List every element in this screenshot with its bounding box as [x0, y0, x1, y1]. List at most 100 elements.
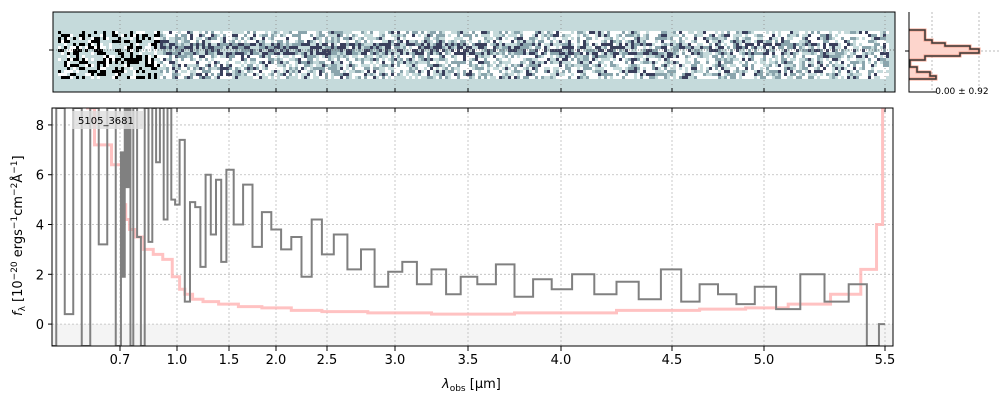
2d-pixel [364, 40, 367, 43]
2d-pixel [346, 52, 349, 55]
2d-pixel [445, 58, 448, 61]
y-tick-label: 6 [36, 169, 44, 184]
2d-pixel [151, 34, 154, 37]
2d-pixel [223, 76, 226, 79]
2d-pixel [445, 34, 448, 37]
2d-pixel [574, 58, 577, 61]
2d-pixel [235, 31, 238, 34]
2d-pixel [700, 55, 703, 58]
2d-pixel [400, 67, 403, 70]
2d-pixel [253, 46, 256, 49]
2d-pixel [310, 61, 313, 64]
2d-pixel [487, 43, 490, 46]
2d-pixel [823, 34, 826, 37]
2d-pixel [859, 64, 862, 67]
2d-pixel [634, 52, 637, 55]
2d-pixel [844, 52, 847, 55]
2d-pixel [421, 31, 424, 34]
2d-pixel [814, 37, 817, 40]
2d-pixel [58, 43, 61, 46]
2d-pixel [733, 46, 736, 49]
2d-pixel [88, 76, 91, 79]
2d-pixel [610, 52, 613, 55]
2d-pixel [568, 43, 571, 46]
2d-pixel [709, 43, 712, 46]
2d-pixel [397, 52, 400, 55]
2d-pixel [325, 40, 328, 43]
2d-pixel [217, 64, 220, 67]
2d-pixel [349, 52, 352, 55]
2d-pixel [181, 73, 184, 76]
2d-pixel [514, 76, 517, 79]
2d-pixel [361, 73, 364, 76]
2d-pixel [685, 58, 688, 61]
2d-pixel [793, 46, 796, 49]
2d-pixel [433, 61, 436, 64]
2d-pixel [634, 46, 637, 49]
2d-pixel [106, 46, 109, 49]
2d-pixel [820, 31, 823, 34]
2d-pixel [652, 52, 655, 55]
2d-pixel [772, 64, 775, 67]
2d-pixel [739, 67, 742, 70]
2d-pixel [217, 67, 220, 70]
2d-pixel [544, 46, 547, 49]
2d-pixel [220, 43, 223, 46]
2d-pixel [778, 43, 781, 46]
2d-pixel [73, 31, 76, 34]
2d-pixel [781, 73, 784, 76]
2d-pixel [760, 34, 763, 37]
2d-pixel [562, 67, 565, 70]
2d-pixel [64, 43, 67, 46]
2d-pixel [154, 40, 157, 43]
2d-pixel [502, 43, 505, 46]
2d-pixel [883, 64, 886, 67]
2d-pixel [625, 34, 628, 37]
2d-pixel [784, 46, 787, 49]
2d-pixel [544, 58, 547, 61]
2d-pixel [841, 70, 844, 73]
2d-pixel [127, 55, 130, 58]
2d-pixel [706, 52, 709, 55]
2d-pixel [652, 73, 655, 76]
2d-pixel [181, 52, 184, 55]
2d-pixel [460, 58, 463, 61]
2d-pixel [829, 76, 832, 79]
2d-pixel [604, 52, 607, 55]
2d-pixel [88, 70, 91, 73]
2d-pixel [835, 37, 838, 40]
2d-pixel [301, 55, 304, 58]
2d-pixel [886, 46, 889, 49]
2d-pixel [877, 31, 880, 34]
2d-pixel [463, 67, 466, 70]
2d-pixel [157, 64, 160, 67]
2d-pixel [793, 67, 796, 70]
2d-pixel [160, 70, 163, 73]
2d-pixel [634, 64, 637, 67]
2d-pixel [403, 76, 406, 79]
2d-pixel [76, 46, 79, 49]
2d-pixel [148, 55, 151, 58]
2d-pixel [661, 52, 664, 55]
2d-pixel [241, 46, 244, 49]
2d-pixel [304, 64, 307, 67]
2d-pixel [772, 70, 775, 73]
2d-pixel [247, 46, 250, 49]
2d-pixel [496, 52, 499, 55]
2d-pixel [133, 43, 136, 46]
2d-pixel [175, 58, 178, 61]
2d-pixel [301, 76, 304, 79]
2d-pixel [823, 31, 826, 34]
2d-pixel [628, 61, 631, 64]
2d-pixel [658, 37, 661, 40]
2d-pixel [808, 55, 811, 58]
2d-pixel [67, 58, 70, 61]
2d-pixel [403, 61, 406, 64]
2d-pixel [751, 37, 754, 40]
2d-pixel [598, 61, 601, 64]
2d-pixel [421, 64, 424, 67]
2d-pixel [196, 64, 199, 67]
2d-pixel [259, 46, 262, 49]
2d-pixel [211, 73, 214, 76]
2d-pixel [391, 67, 394, 70]
